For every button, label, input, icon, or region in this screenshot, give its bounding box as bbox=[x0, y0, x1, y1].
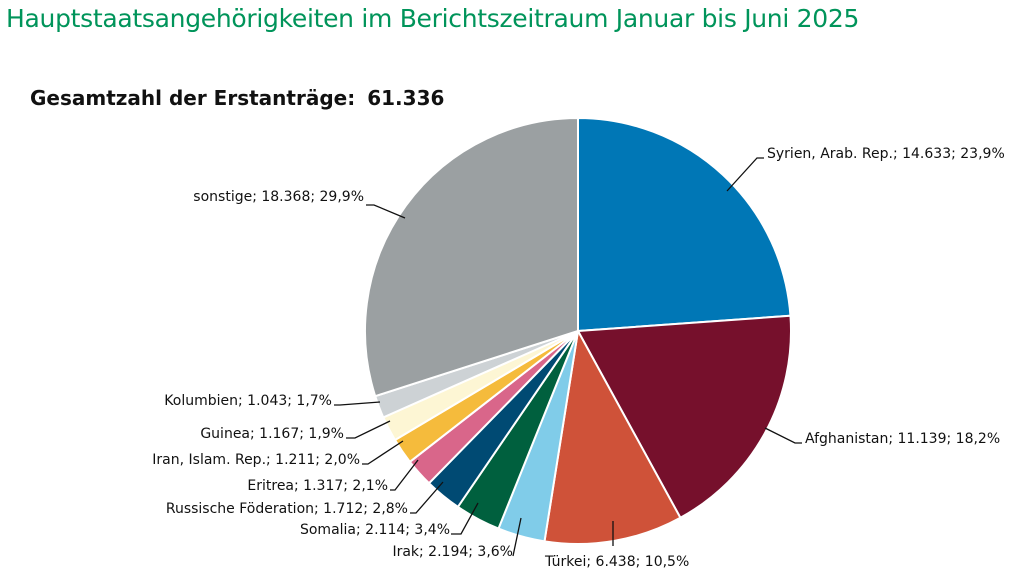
slice-label: Afghanistan; 11.139; 18,2% bbox=[805, 431, 1000, 447]
total-value: 61.336 bbox=[367, 86, 445, 110]
pie-slice-türkei bbox=[543, 327, 682, 545]
leader-line bbox=[346, 420, 391, 439]
slice-label: Guinea; 1.167; 1,9% bbox=[200, 426, 344, 442]
slice-label: Eritrea; 1.317; 2,1% bbox=[247, 478, 388, 494]
slice-label: Russische Föderation; 1.712; 2,8% bbox=[166, 501, 408, 517]
slice-label: Somalia; 2.114; 3,4% bbox=[300, 522, 450, 538]
leader-line bbox=[366, 204, 406, 219]
slice-label: Kolumbien; 1.043; 1,7% bbox=[164, 393, 332, 409]
chart-title: Hauptstaatsangehörigkeiten im Berichtsze… bbox=[6, 4, 860, 33]
slice-label: Türkei; 6.438; 10,5% bbox=[544, 554, 689, 570]
leader-line bbox=[764, 427, 802, 444]
leader-line bbox=[726, 157, 764, 192]
pie-slice-syrien-arab-rep- bbox=[577, 116, 792, 333]
leader-line bbox=[334, 401, 381, 406]
total-label: Gesamtzahl der Erstanträge: bbox=[30, 86, 356, 110]
leader-line bbox=[451, 502, 479, 535]
slice-label: sonstige; 18.368; 29,9% bbox=[193, 189, 364, 205]
pie-slice-afghanistan bbox=[576, 314, 792, 520]
slice-label: Iran, Islam. Rep.; 1.211; 2,0% bbox=[152, 452, 360, 468]
leader-line bbox=[362, 440, 404, 465]
leader-line bbox=[512, 517, 522, 557]
pie-slice-sonstige bbox=[364, 116, 579, 398]
leader-line bbox=[390, 459, 419, 491]
total-applications: Gesamtzahl der Erstanträge: 61.336 bbox=[30, 86, 444, 110]
slice-label: Syrien, Arab. Rep.; 14.633; 23,9% bbox=[767, 146, 1005, 162]
slice-label: Irak; 2.194; 3,6% bbox=[392, 544, 513, 560]
leader-line bbox=[410, 481, 444, 514]
